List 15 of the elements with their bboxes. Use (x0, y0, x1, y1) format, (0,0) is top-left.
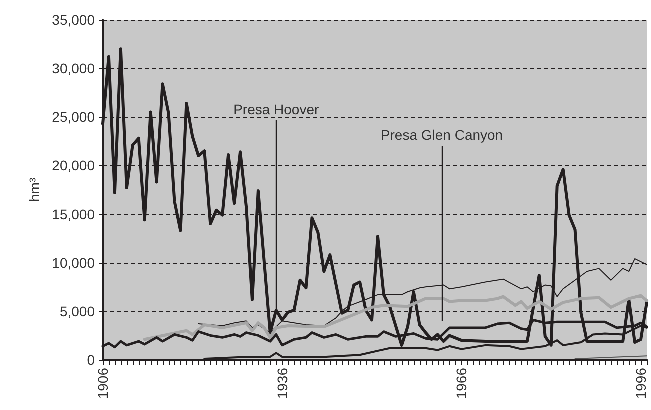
x-tick-label: 1996 (633, 368, 650, 400)
x-tick-label: 1906 (95, 368, 111, 400)
y-tick-label: 5,000 (60, 303, 96, 320)
y-axis-title: hm³ (26, 178, 42, 202)
y-tick-label: 15,000 (52, 206, 96, 222)
y-tick-label: 30,000 (52, 60, 96, 77)
x-tick-label: 1936 (274, 368, 290, 400)
annotation: Presa Hoover (234, 101, 320, 118)
y-tick-label: 35,000 (52, 12, 96, 28)
y-tick-label: 20,000 (52, 158, 96, 174)
annotation: Presa Glen Canyon (380, 127, 504, 143)
y-tick-label: 10,000 (52, 254, 96, 271)
x-tick-label: 1966 (454, 368, 470, 400)
y-tick-label: 0 (87, 352, 96, 368)
y-tick-label: 25,000 (52, 109, 96, 126)
